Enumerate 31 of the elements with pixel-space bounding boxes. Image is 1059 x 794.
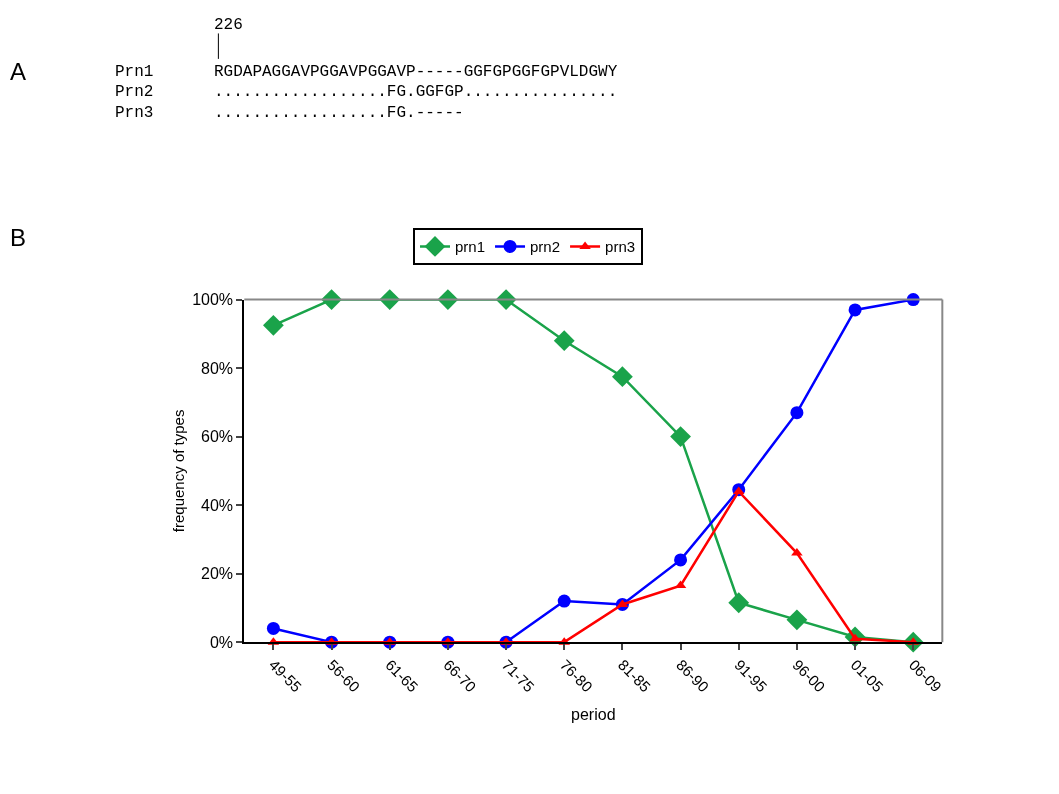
point [612, 366, 633, 388]
y-tick-label: 100% [192, 291, 234, 309]
point [728, 592, 750, 614]
y-tick-label: 20% [201, 565, 234, 583]
text: Prn1 [115, 63, 154, 81]
legend-label: prn1 [455, 238, 486, 256]
point [848, 303, 862, 317]
point [557, 594, 571, 608]
text: ..................FG.----- [214, 104, 464, 122]
legend-label: prn3 [605, 238, 636, 256]
y-axis-title: frequency of types [169, 409, 187, 533]
legend-label: prn2 [530, 238, 561, 256]
y-tick-label: 0% [209, 633, 234, 651]
point [553, 330, 575, 352]
y-tick-label: 60% [201, 428, 234, 446]
point [262, 314, 284, 336]
point [266, 621, 280, 635]
text: B [10, 224, 27, 251]
y-tick-label: 80% [201, 359, 234, 377]
text: A [10, 58, 27, 85]
point [674, 553, 688, 567]
point [670, 426, 691, 448]
text: Prn2 [115, 83, 154, 101]
text: 226 [214, 16, 243, 34]
point [790, 406, 804, 420]
point [786, 609, 808, 631]
text: RGDAPAGGAVPGGAVPGGAVP-----GGFGPGGFGPVLDGWY [214, 63, 618, 81]
text: ..................FG.GGFGP................ [214, 83, 618, 101]
y-tick-label: 40% [201, 496, 234, 514]
text: Prn3 [115, 104, 154, 122]
x-axis-title: period [571, 706, 616, 724]
